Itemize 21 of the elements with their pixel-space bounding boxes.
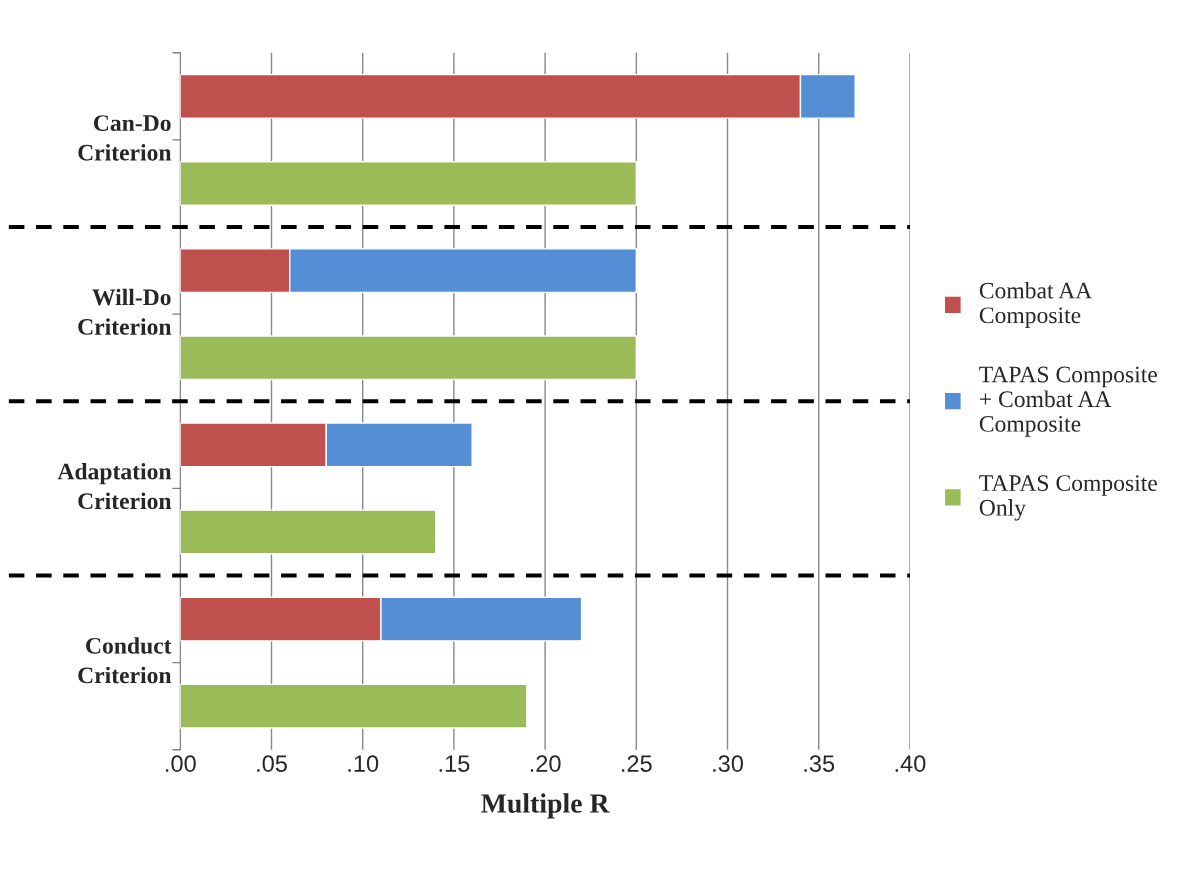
x-tick-label: .25 xyxy=(622,755,652,772)
text: Conduct Criterion xyxy=(78,637,172,684)
bar xyxy=(180,509,437,555)
legend-label: TAPAS Composite + Combat AA Composite xyxy=(979,366,1157,437)
x-tick-label: .15 xyxy=(439,755,470,772)
bar xyxy=(180,335,638,381)
text: Will-Do Criterion xyxy=(78,288,172,335)
bar xyxy=(180,683,528,729)
x-tick-label: .10 xyxy=(348,755,379,772)
x-tick-label: .35 xyxy=(804,755,835,772)
x-axis-title: Multiple R xyxy=(481,793,610,819)
x-tick-label: .05 xyxy=(257,755,287,772)
legend-label: TAPAS Composite Only xyxy=(979,475,1157,521)
text: Adaptation Criterion xyxy=(57,462,172,510)
bar xyxy=(180,161,638,206)
x-tick-label: .20 xyxy=(530,755,561,772)
x-tick-label: .40 xyxy=(895,755,926,772)
text: Can-Do Criterion xyxy=(78,115,172,161)
x-tick-label: .00 xyxy=(166,755,196,772)
x-tick-label: .30 xyxy=(713,755,743,772)
legend-label: Combat AA Composite xyxy=(979,281,1093,329)
